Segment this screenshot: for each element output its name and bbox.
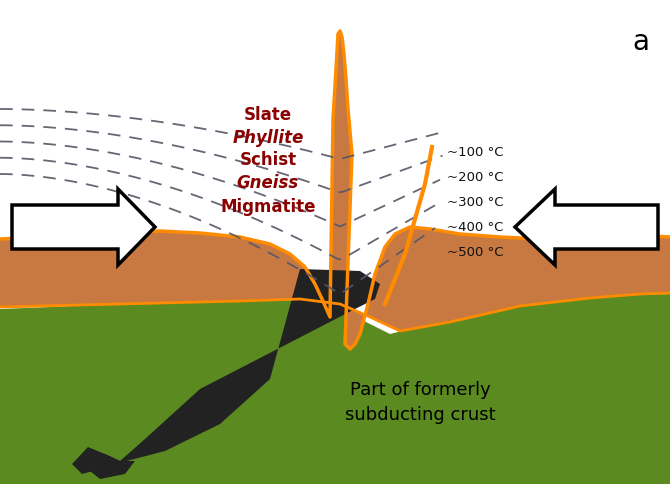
- Text: Migmatite: Migmatite: [220, 197, 316, 215]
- Text: ~500 °C: ~500 °C: [447, 246, 503, 259]
- Polygon shape: [0, 294, 670, 484]
- Text: Phyllite: Phyllite: [232, 129, 304, 147]
- Text: Part of formerly: Part of formerly: [350, 380, 490, 398]
- Text: Slate: Slate: [244, 106, 292, 124]
- Polygon shape: [105, 270, 380, 464]
- Polygon shape: [72, 447, 108, 474]
- Text: ~400 °C: ~400 °C: [447, 221, 503, 234]
- Text: ~300 °C: ~300 °C: [447, 196, 503, 209]
- Text: Schist: Schist: [239, 151, 297, 168]
- Polygon shape: [0, 32, 670, 349]
- Text: ~200 °C: ~200 °C: [447, 171, 503, 184]
- Text: a: a: [632, 28, 649, 56]
- Polygon shape: [90, 454, 135, 479]
- Text: subducting crust: subducting crust: [344, 405, 495, 423]
- Polygon shape: [12, 190, 155, 265]
- Text: ~100 °C: ~100 °C: [447, 146, 503, 159]
- Polygon shape: [515, 190, 658, 265]
- Text: Gneiss: Gneiss: [237, 174, 299, 192]
